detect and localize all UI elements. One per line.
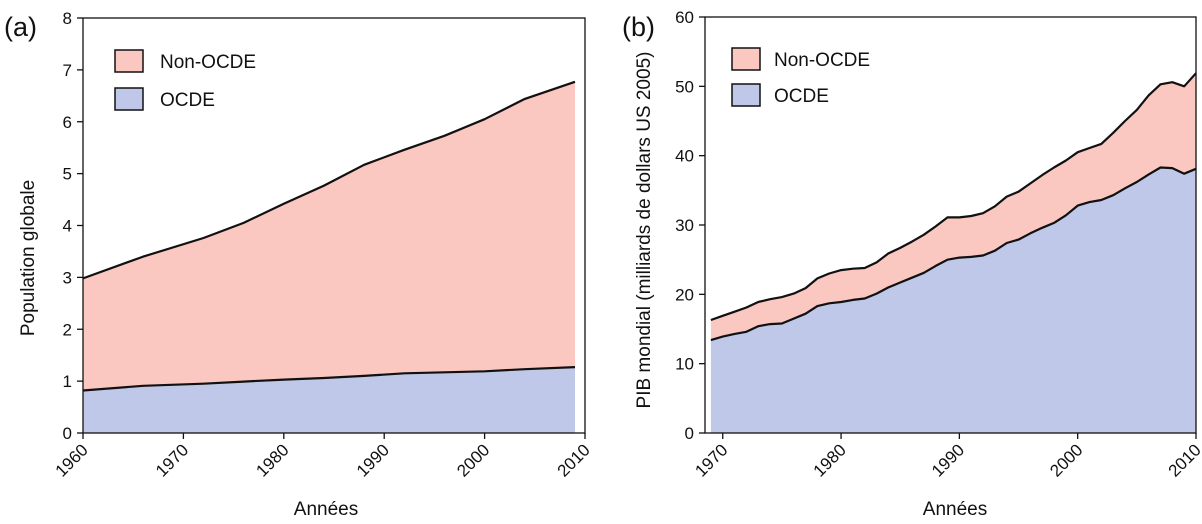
- y-tick-label-b: 20: [675, 285, 694, 304]
- y-tick-label-b: 50: [675, 77, 694, 96]
- x-tick-label-a: 1960: [52, 440, 92, 480]
- x-tick-label-a: 1980: [252, 440, 292, 480]
- y-axis-title-b: PIB mondial (milliards de dollars US 200…: [634, 52, 655, 409]
- y-tick-label-b: 30: [675, 216, 694, 235]
- y-tick-label-b: 0: [685, 424, 694, 443]
- x-tick-label-a: 1970: [152, 440, 192, 480]
- line-total-b: [710, 72, 1197, 322]
- x-tick-label-a: 2000: [453, 440, 493, 480]
- legend-label-non-oecd-b: Non-OCDE: [774, 50, 870, 71]
- y-tick-label-a: 5: [63, 165, 72, 184]
- legend-swatch-non-oecd-a: [114, 49, 144, 73]
- legend-b: Non-OCDE OCDE: [731, 47, 870, 107]
- legend-label-oecd-a: OCDE: [160, 90, 215, 111]
- y-tick-label-b: 10: [675, 355, 694, 374]
- legend-swatch-oecd-a: [114, 87, 144, 111]
- y-axis-title-a: Population globale: [18, 180, 39, 336]
- legend-swatch-non-oecd-b: [731, 47, 761, 71]
- panel-a: (a) Années Population globale 0 1 2 3 4 5 6 7 8 1…: [4, 9, 594, 520]
- y-tick-label-a: 0: [63, 424, 72, 443]
- x-tick-label-b: 1990: [928, 440, 968, 480]
- line-oecd-a: [82, 366, 576, 392]
- x-axis-title-b: Années: [923, 499, 987, 520]
- x-tick-label-b: 2000: [1046, 440, 1086, 480]
- y-tick-label-a: 1: [63, 372, 72, 391]
- legend-label-non-oecd-a: Non-OCDE: [160, 52, 256, 73]
- y-tick-label-a: 2: [63, 320, 72, 339]
- panel-label-b: (b): [622, 12, 655, 42]
- x-tick-label-a: 2010: [554, 440, 594, 480]
- legend-label-oecd-b: OCDE: [774, 86, 829, 107]
- x-tick-label-b: 1980: [810, 440, 850, 480]
- line-total-a: [82, 80, 576, 280]
- x-tick-label-b: 2010: [1165, 440, 1202, 480]
- y-tick-label-a: 4: [63, 217, 72, 236]
- line-oecd-b: [710, 166, 1197, 342]
- legend-swatch-oecd-b: [731, 83, 761, 107]
- x-tick-label-a: 1990: [353, 440, 393, 480]
- y-tick-label-a: 3: [63, 268, 72, 287]
- y-tick-label-a: 7: [63, 61, 72, 80]
- area-oecd-b: [710, 167, 1196, 433]
- panel-label-a: (a): [4, 12, 37, 42]
- x-tick-label-b: 1970: [691, 440, 731, 480]
- x-axis-title-a: Années: [294, 499, 358, 520]
- y-tick-label-b: 60: [675, 8, 694, 27]
- y-tick-label-a: 8: [63, 9, 72, 28]
- area-non-oecd-a: [83, 81, 575, 391]
- panel-b: (b) Années PIB mondial (milliards de dol…: [622, 8, 1202, 520]
- y-tick-label-a: 6: [63, 113, 72, 132]
- y-tick-label-b: 40: [675, 147, 694, 166]
- legend-a: Non-OCDE OCDE: [114, 49, 256, 111]
